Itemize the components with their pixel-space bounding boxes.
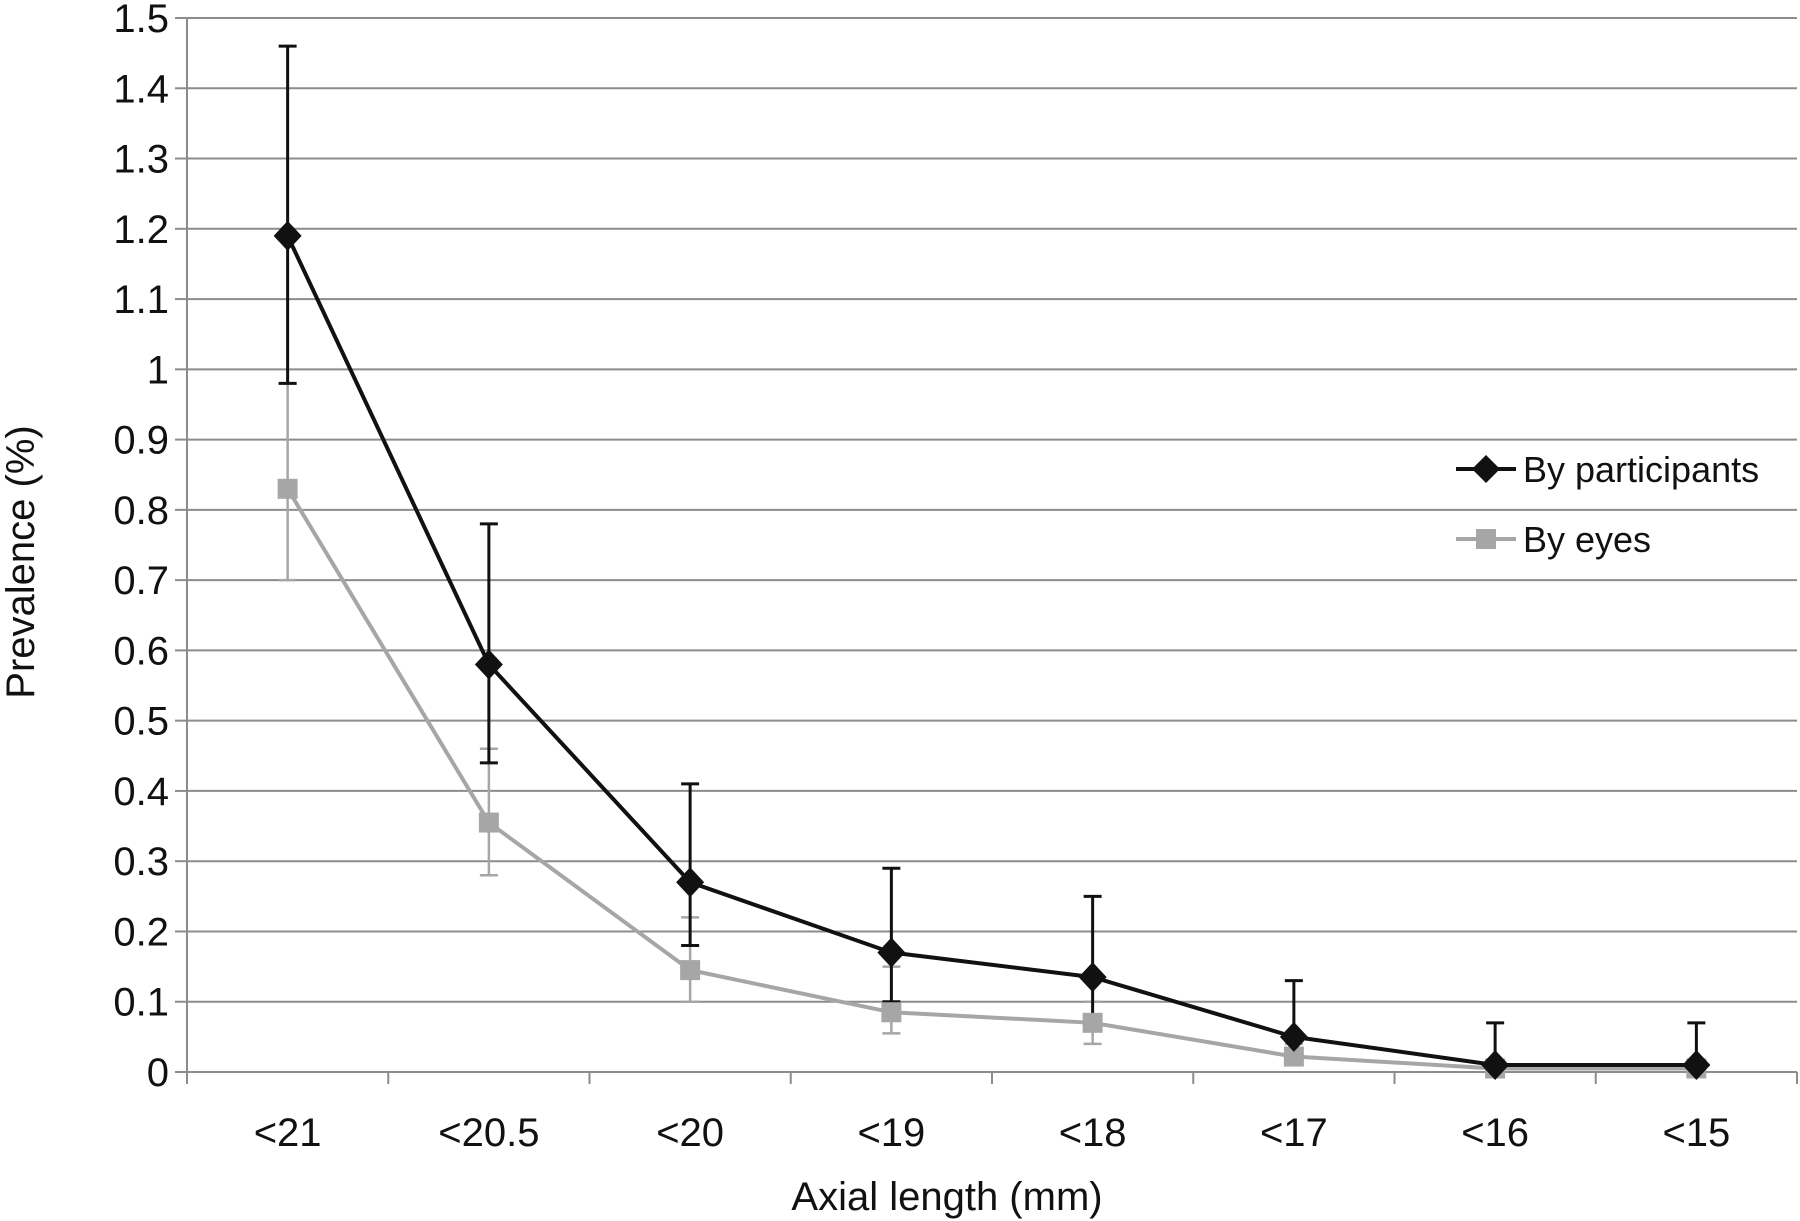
error-bars bbox=[278, 44, 1706, 1074]
marker-by-participants-4 bbox=[1078, 962, 1107, 993]
y-tick-label-3: 0.3 bbox=[113, 840, 169, 884]
marker-by-eyes-5 bbox=[1283, 1046, 1304, 1067]
legend-item-by-eyes: By eyes bbox=[1456, 519, 1651, 560]
error-bar-by-participants-3 bbox=[882, 866, 901, 1004]
x-tick-label-3: <19 bbox=[857, 1111, 925, 1155]
y-tick-label-2: 0.2 bbox=[113, 910, 169, 954]
series-line-by-eyes bbox=[285, 487, 1697, 1071]
marker-by-eyes-4 bbox=[1082, 1012, 1103, 1033]
y-tick-label-4: 0.4 bbox=[113, 770, 169, 814]
y-tick-labels: 0 0.1 0.2 0.3 0.4 0.5 0.6 0.7 0.8 0.9 1 1.1 1.2 1.3 1.… bbox=[113, 0, 169, 1095]
series-markers bbox=[273, 220, 1711, 1080]
y-tick-label-5: 0.5 bbox=[113, 700, 169, 744]
marker-by-participants-3 bbox=[877, 937, 906, 968]
legend: By participants By eyes bbox=[1456, 449, 1759, 560]
x-tick-labels: <21 <20.5 <20 <19 <18 <17 <16 <15 bbox=[254, 1111, 1731, 1155]
x-axis-title: Axial length (mm) bbox=[791, 1175, 1102, 1219]
x-tick-label-6: <16 bbox=[1461, 1111, 1529, 1155]
error-bar-by-participants-1 bbox=[479, 522, 498, 765]
y-tick-label-14: 1.4 bbox=[113, 67, 169, 111]
marker-by-participants-1 bbox=[474, 649, 503, 680]
y-tick-label-11: 1.1 bbox=[113, 278, 169, 322]
legend-label-by-eyes: By eyes bbox=[1523, 519, 1651, 560]
gridlines bbox=[187, 17, 1797, 1003]
series-lines bbox=[285, 234, 1697, 1071]
x-tick-label-5: <17 bbox=[1260, 1111, 1328, 1155]
error-bar-by-participants-0 bbox=[278, 44, 297, 385]
x-tick-label-7: <15 bbox=[1662, 1111, 1730, 1155]
legend-item-by-participants: By participants bbox=[1456, 449, 1759, 490]
legend-marker-by-eyes bbox=[1476, 529, 1496, 549]
marker-by-participants-5 bbox=[1279, 1021, 1308, 1052]
x-tick-label-1: <20.5 bbox=[438, 1111, 539, 1155]
x-tick-label-2: <20 bbox=[656, 1111, 724, 1155]
y-tick-label-13: 1.3 bbox=[113, 138, 169, 182]
y-axis-title: Prevalence (%) bbox=[0, 425, 43, 698]
y-tick-label-10: 1 bbox=[147, 348, 169, 392]
marker-by-participants-0 bbox=[273, 220, 302, 251]
error-bar-by-participants-4 bbox=[1083, 894, 1102, 1025]
y-tick-label-9: 0.9 bbox=[113, 419, 169, 463]
axes bbox=[175, 17, 1798, 1084]
marker-by-eyes-2 bbox=[680, 960, 701, 981]
y-tick-label-12: 1.2 bbox=[113, 208, 169, 252]
x-tick-label-4: <18 bbox=[1059, 1111, 1127, 1155]
x-tick-label-0: <21 bbox=[254, 1111, 322, 1155]
legend-label-by-participants: By participants bbox=[1523, 449, 1759, 490]
y-tick-label-0: 0 bbox=[147, 1051, 169, 1095]
series-line-by-participants bbox=[285, 234, 1697, 1067]
error-bar-by-participants-2 bbox=[681, 782, 700, 948]
y-tick-label-1: 0.1 bbox=[113, 981, 169, 1025]
marker-by-participants-7 bbox=[1682, 1049, 1711, 1080]
marker-by-participants-6 bbox=[1481, 1049, 1510, 1080]
marker-by-eyes-1 bbox=[478, 812, 499, 833]
y-tick-label-6: 0.6 bbox=[113, 629, 169, 673]
legend-marker-by-participants bbox=[1472, 455, 1500, 483]
y-tick-label-7: 0.7 bbox=[113, 559, 169, 603]
marker-by-eyes-3 bbox=[881, 1002, 902, 1023]
y-tick-label-15: 1.5 bbox=[113, 0, 169, 41]
y-tick-label-8: 0.8 bbox=[113, 489, 169, 533]
marker-by-participants-2 bbox=[676, 867, 705, 898]
marker-by-eyes-0 bbox=[277, 478, 298, 499]
